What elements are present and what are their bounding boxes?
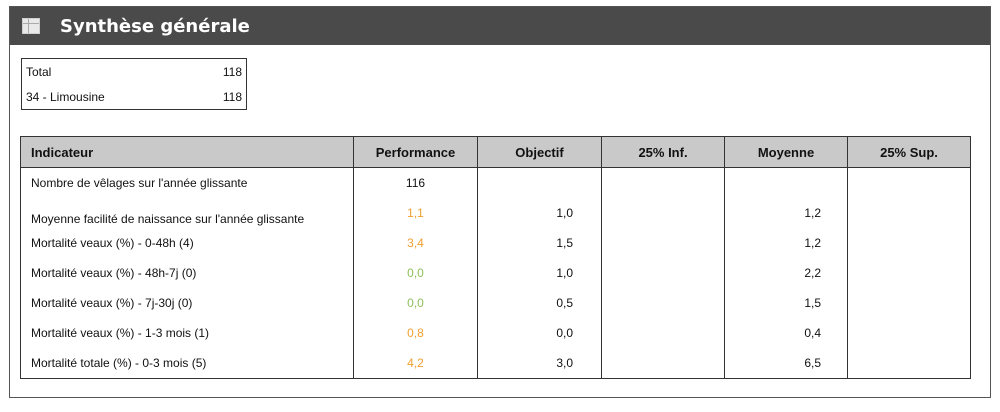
sup-cell [847,228,971,258]
moyenne-cell: 0,4 [724,318,848,348]
objectif-cell: 0,5 [477,288,602,318]
sup-cell [847,348,971,379]
summary-row: 34 - Limousine 118 [22,84,246,109]
sup-cell [847,167,971,198]
objectif-cell: 1,0 [477,198,602,228]
objectif-cell: 3,0 [477,348,602,379]
indicator-table: Indicateur Performance Objectif 25% Inf.… [20,136,971,379]
performance-cell: 0,0 [353,258,478,288]
indicateur-label: Moyenne facilité de naissance sur l'anné… [31,212,305,226]
sup-cell [847,198,971,228]
moyenne-cell: 1,5 [724,288,848,318]
summary-value: 118 [222,89,242,104]
column-header-performance: Performance [353,136,478,168]
inf-cell [601,198,725,228]
summary-label: 34 - Limousine [26,89,105,104]
inf-cell [601,348,725,379]
indicateur-cell: Mortalité veaux (%) - 48h-7j (0) [20,258,354,288]
summary-label: Total [26,64,52,79]
column-header-25-sup: 25% Sup. [847,136,971,168]
moyenne-cell [724,167,848,198]
table-header-row: Indicateur Performance Objectif 25% Inf.… [20,136,971,168]
indicateur-cell: Mortalité veaux (%) - 7j-30j (0) [20,288,354,318]
indicateur-cell: Mortalité totale (%) - 0-3 mois (5) [20,348,354,379]
inf-cell [601,288,725,318]
performance-cell: 116 [353,167,478,198]
indicateur-cell: Mortalité veaux (%) - 0-48h (4) [20,228,354,258]
column-header-25-inf: 25% Inf. [601,136,725,168]
performance-cell: 1,1 [353,198,478,228]
objectif-cell: 1,5 [477,228,602,258]
summary-box: Total 118 34 - Limousine 118 [21,58,247,110]
table-body: Nombre de vêlages sur l'année glissante 1… [20,167,971,379]
performance-cell: 0,8 [353,318,478,348]
indicateur-cell: Mortalité veaux (%) - 1-3 mois (1) [20,318,354,348]
table-row: Moyenne facilité de naissance sur l'anné… [20,198,971,228]
summary-row: Total 118 [22,59,246,84]
sup-cell [847,258,971,288]
inf-cell [601,228,725,258]
performance-cell: 4,2 [353,348,478,379]
sup-cell [847,318,971,348]
table-row: Mortalité veaux (%) - 1-3 mois (1) 0,8 0,0… [20,318,971,348]
objectif-cell [477,167,602,198]
column-header-indicateur: Indicateur [20,136,354,168]
table-row: Mortalité veaux (%) - 48h-7j (0) 0,0 1,0 2,… [20,258,971,288]
inf-cell [601,167,725,198]
moyenne-cell: 1,2 [724,228,848,258]
objectif-cell: 1,0 [477,258,602,288]
table-row: Mortalité veaux (%) - 7j-30j (0) 0,0 0,5 1,… [20,288,971,318]
indicateur-cell: Moyenne facilité de naissance sur l'anné… [20,198,354,228]
objectif-cell: 0,0 [477,318,602,348]
table-row: Nombre de vêlages sur l'année glissante 1… [20,167,971,198]
performance-cell: 0,0 [353,288,478,318]
column-header-moyenne: Moyenne [724,136,848,168]
table-icon [22,18,40,34]
moyenne-cell: 6,5 [724,348,848,379]
performance-cell: 3,4 [353,228,478,258]
panel-title: Synthèse générale [60,15,250,37]
inf-cell [601,258,725,288]
table-row: Mortalité veaux (%) - 0-48h (4) 3,4 1,5 1,2 [20,228,971,258]
inf-cell [601,318,725,348]
summary-value: 118 [222,64,242,79]
column-header-objectif: Objectif [477,136,602,168]
sup-cell [847,288,971,318]
table-row: Mortalité totale (%) - 0-3 mois (5) 4,2 3,… [20,348,971,379]
moyenne-cell: 2,2 [724,258,848,288]
moyenne-cell: 1,2 [724,198,848,228]
indicateur-cell: Nombre de vêlages sur l'année glissante [20,167,354,198]
panel-header: Synthèse générale [10,7,990,45]
